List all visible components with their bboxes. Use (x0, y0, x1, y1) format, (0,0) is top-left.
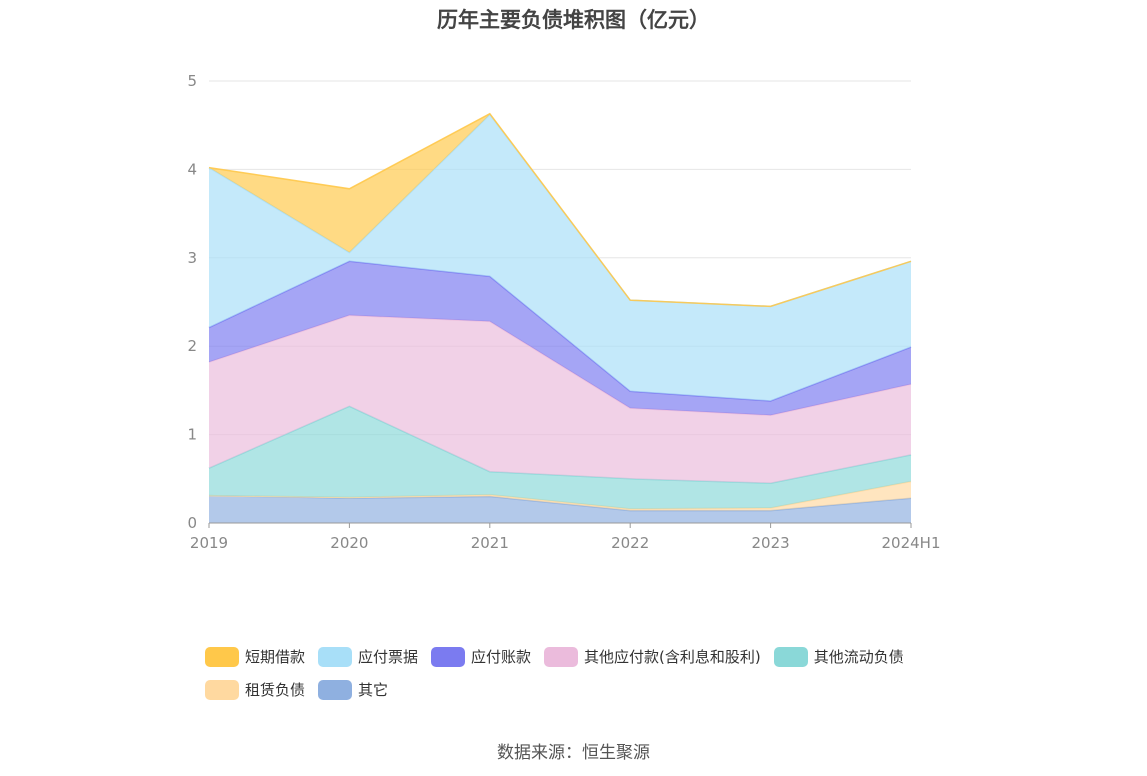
x-tick-label: 2021 (471, 534, 509, 552)
legend-item[interactable]: 应付账款 (431, 646, 531, 667)
y-tick-label: 2 (187, 337, 197, 355)
legend-item[interactable]: 其他应付款(含利息和股利) (544, 646, 761, 667)
legend-item[interactable]: 其它 (318, 679, 388, 700)
legend-swatch (318, 646, 353, 667)
legend-label: 其他应付款(含利息和股利) (584, 648, 761, 666)
x-tick-label: 2024H1 (882, 534, 941, 552)
legend-swatch (205, 646, 239, 667)
legend-swatch (205, 679, 239, 700)
series-line-短期借款 (208, 112, 912, 308)
legend-swatch (318, 679, 353, 700)
legend: 短期借款 应付票据 应付账款 其他应付款(含利息和股利) 其他流动负债 租赁负债 其它 (205, 640, 965, 706)
area-其他应付款(含利息和股利) (209, 315, 911, 484)
legend-swatch (773, 646, 808, 667)
area-其它 (209, 495, 911, 523)
area-series (208, 112, 912, 523)
legend-label: 应付票据 (358, 648, 419, 666)
area-其他流动负债 (209, 406, 911, 509)
y-tick-label: 0 (187, 514, 197, 532)
legend-swatch (544, 646, 579, 667)
area-短期借款 (209, 113, 911, 307)
legend-row: 短期借款 应付票据 应付账款 其他应付款(含利息和股利) 其他流动负债 (205, 640, 965, 673)
legend-swatch (431, 646, 466, 667)
x-tick-label: 2019 (190, 534, 228, 552)
legend-item[interactable]: 其他流动负债 (773, 646, 904, 667)
legend-label: 其他流动负债 (813, 648, 904, 666)
x-tick-label: 2023 (752, 534, 790, 552)
legend-label: 短期借款 (245, 648, 306, 666)
axes: 0 1 2 3 4 5 2019 2020 2021 2022 2023 2024H1 (187, 72, 940, 552)
y-tick-label: 1 (187, 426, 197, 444)
x-tick-label: 2020 (330, 534, 368, 552)
legend-label: 租赁负债 (245, 681, 306, 699)
legend-row: 租赁负债 其它 (205, 673, 965, 706)
legend-item[interactable]: 短期借款 (205, 646, 305, 667)
x-tick-label: 2022 (611, 534, 649, 552)
legend-item[interactable]: 应付票据 (318, 646, 418, 667)
y-tick-label: 3 (187, 249, 197, 267)
y-tick-label: 4 (187, 160, 197, 178)
legend-label: 应付账款 (471, 648, 532, 666)
area-应付票据 (209, 114, 911, 401)
source-note: 数据来源：恒生聚源 (497, 743, 650, 763)
chart-title: 历年主要负债堆积图（亿元） (437, 8, 710, 32)
legend-label: 其它 (358, 681, 389, 699)
series-line-应付账款 (208, 260, 912, 402)
legend-item[interactable]: 租赁负债 (205, 679, 305, 700)
area-应付账款 (209, 261, 911, 416)
y-tick-label: 5 (187, 72, 197, 90)
